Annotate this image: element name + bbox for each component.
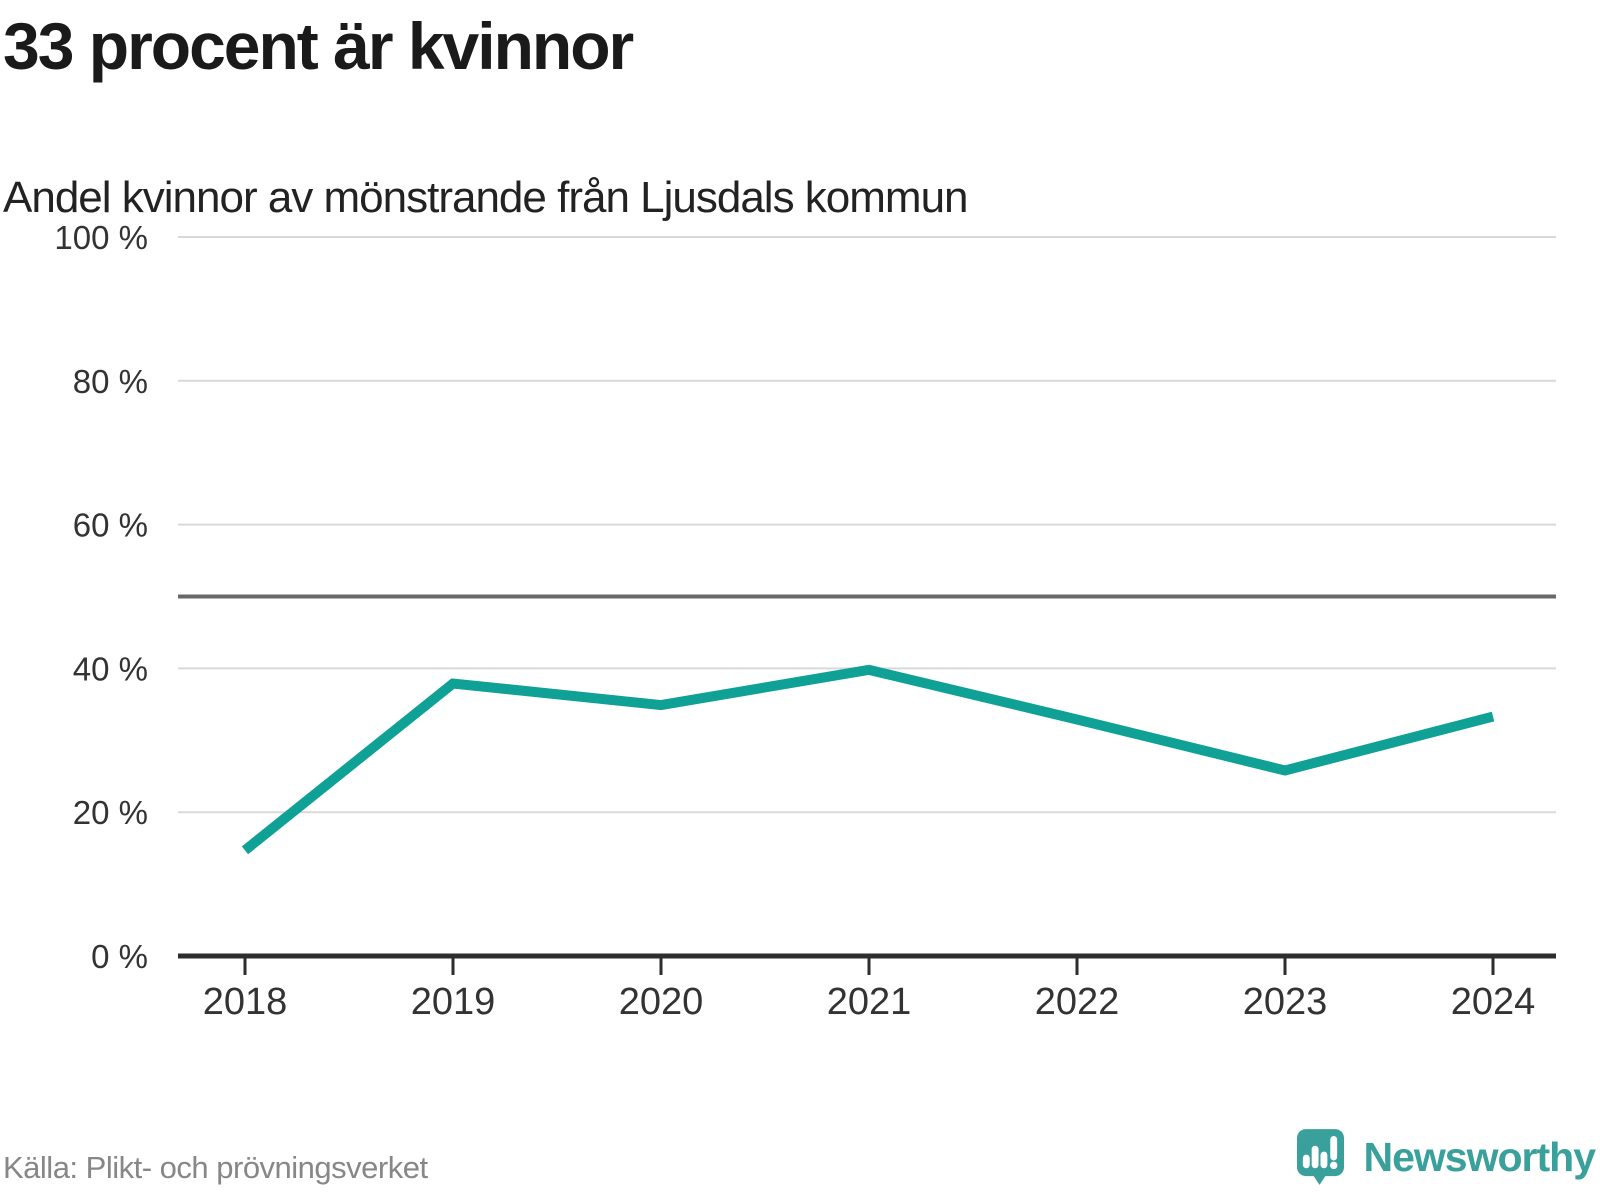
x-axis-label: 2023 [1243,981,1328,1023]
y-axis-label: 100 % [54,219,148,256]
data-line [241,664,1495,855]
x-axis-label: 2021 [827,981,912,1023]
x-axis-label: 2022 [1035,981,1120,1023]
x-axis-label: 2024 [1451,981,1536,1023]
y-axis-label: 80 % [73,363,148,400]
y-axis-label: 60 % [73,507,148,544]
x-axis-label: 2018 [203,981,288,1023]
x-axis-label: 2019 [411,981,496,1023]
newsworthy-logo: Newsworthy [1296,1129,1596,1186]
chart-subtitle: Andel kvinnor av mönstrande från Ljusdal… [3,173,969,222]
newsworthy-logo-text: Newsworthy [1363,1134,1596,1180]
page-title: 33 procent är kvinnor [3,9,634,83]
y-axis-label: 20 % [73,794,148,831]
y-axis-label: 40 % [73,650,148,687]
newsworthy-logo-icon [1296,1129,1344,1185]
y-axis-label: 0 % [91,938,148,975]
source-note: Källa: Plikt- och prövningsverket [3,1150,428,1185]
x-axis-label: 2020 [619,981,704,1023]
